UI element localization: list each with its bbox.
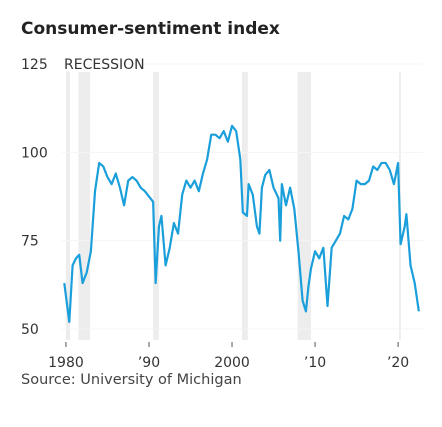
y-tick-label: 125 bbox=[21, 57, 48, 73]
source: Source: University of Michigan bbox=[21, 372, 242, 388]
y-tick-label: 75 bbox=[21, 234, 39, 250]
recession-band bbox=[153, 72, 159, 340]
recession-label: RECESSION bbox=[64, 57, 145, 73]
recession-band bbox=[65, 72, 71, 340]
sentiment-line bbox=[63, 124, 420, 324]
y-tick-label: 100 bbox=[21, 145, 48, 161]
recession-band bbox=[297, 72, 311, 340]
chart-title: Consumer-sentiment index bbox=[21, 19, 280, 39]
x-tick-label: ’20 bbox=[387, 355, 409, 371]
recession-band bbox=[241, 72, 248, 340]
x-tick-label: 2000 bbox=[214, 355, 250, 371]
recession-band bbox=[78, 72, 91, 340]
y-tick-label: 50 bbox=[21, 322, 39, 338]
x-tick-label: 1980 bbox=[48, 355, 84, 371]
x-tick-label: ’90 bbox=[138, 355, 160, 371]
x-tick-label: ’10 bbox=[304, 355, 326, 371]
